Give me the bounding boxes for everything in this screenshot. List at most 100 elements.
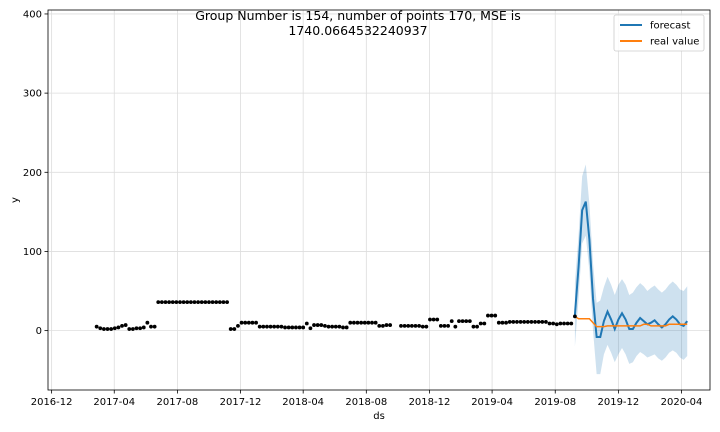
observed-point [127,327,132,331]
real-value-line [574,315,688,328]
observed-point [221,300,226,305]
observed-point [464,319,469,324]
observed-point [496,320,501,325]
observed-point [109,327,114,331]
observed-point [482,321,487,326]
observed-point [196,300,201,305]
observed-point [228,327,233,331]
y-tick-label: 0 [36,326,42,337]
observed-point [377,323,382,328]
observed-point [319,323,324,327]
observed-point [493,313,498,318]
observed-point [489,313,494,318]
observed-point [268,324,273,329]
observed-point [279,324,284,329]
x-tick-label: 2017-04 [93,397,135,408]
observed-point [428,317,432,322]
observed-point [551,321,556,326]
observed-point [453,324,458,329]
observed-point [207,300,211,305]
x-tick-label: 2018-12 [409,397,451,408]
observed-point [236,323,240,328]
observed-point [149,324,153,329]
observed-point [138,326,143,331]
observed-point [286,325,291,330]
forecast-line [573,201,689,338]
observed-point [500,320,505,325]
y-tick-label: 200 [23,168,42,179]
observed-point [435,317,440,322]
observed-point [366,320,371,325]
observed-point [337,324,342,329]
observed-point [370,320,374,325]
observed-point [210,300,215,305]
y-tick-label: 300 [23,89,42,100]
observed-point [442,323,447,328]
observed-point [250,320,255,325]
observed-point [159,300,164,305]
observed-point [373,320,378,325]
observed-point [178,300,182,305]
observed-point [304,321,309,326]
y-axis-label: y [10,197,21,203]
observed-point [486,313,490,318]
observed-point [544,320,548,324]
observed-point [417,323,422,328]
x-tick-label: 2019-04 [471,397,513,408]
observed-point [511,320,516,324]
observed-point [203,300,208,305]
observed-point [246,320,251,325]
observed-point [522,320,527,324]
observed-point [116,325,121,330]
observed-point [471,324,476,329]
observed-point [540,320,545,324]
observed-point [449,319,454,324]
observed-point [573,314,577,319]
observed-point [525,320,530,324]
series-layer [573,201,689,338]
y-tick-label: 400 [23,9,42,20]
grid [48,10,710,390]
observed-points [94,300,577,331]
observed-point [547,321,552,326]
observed-point [105,327,110,331]
observed-point [134,326,139,331]
observed-point [424,324,429,329]
observed-point [406,323,411,328]
observed-point [341,325,345,330]
observed-point [333,324,338,329]
x-tick-label: 2016-12 [31,397,73,408]
observed-point [156,300,161,305]
observed-point [257,324,262,329]
observed-point [239,320,244,325]
plot-frame [47,9,711,391]
observed-point [402,323,407,328]
observed-point [438,323,443,328]
x-tick-label: 2018-04 [282,397,324,408]
observed-point [297,325,302,330]
observed-point [232,327,237,331]
observed-point [181,300,186,305]
observed-point [569,321,574,326]
y-axis: 0 100 200 300 400 [23,9,48,337]
observed-point [536,320,541,324]
observed-point [275,324,280,329]
observed-point [467,319,472,324]
observed-point [265,324,269,329]
observed-point [413,323,418,328]
observed-point [145,320,150,325]
observed-point [98,326,103,331]
observed-point [315,323,320,327]
observed-point [431,317,436,322]
observed-point [562,321,566,326]
observed-point [130,327,135,331]
x-axis-label: ds [373,411,385,422]
observed-point [217,300,222,305]
observed-point [188,300,193,305]
observed-point [457,319,461,324]
observed-point [351,320,356,325]
legend: forecast real value [613,14,705,52]
observed-point [330,324,335,329]
observed-point [294,325,298,330]
